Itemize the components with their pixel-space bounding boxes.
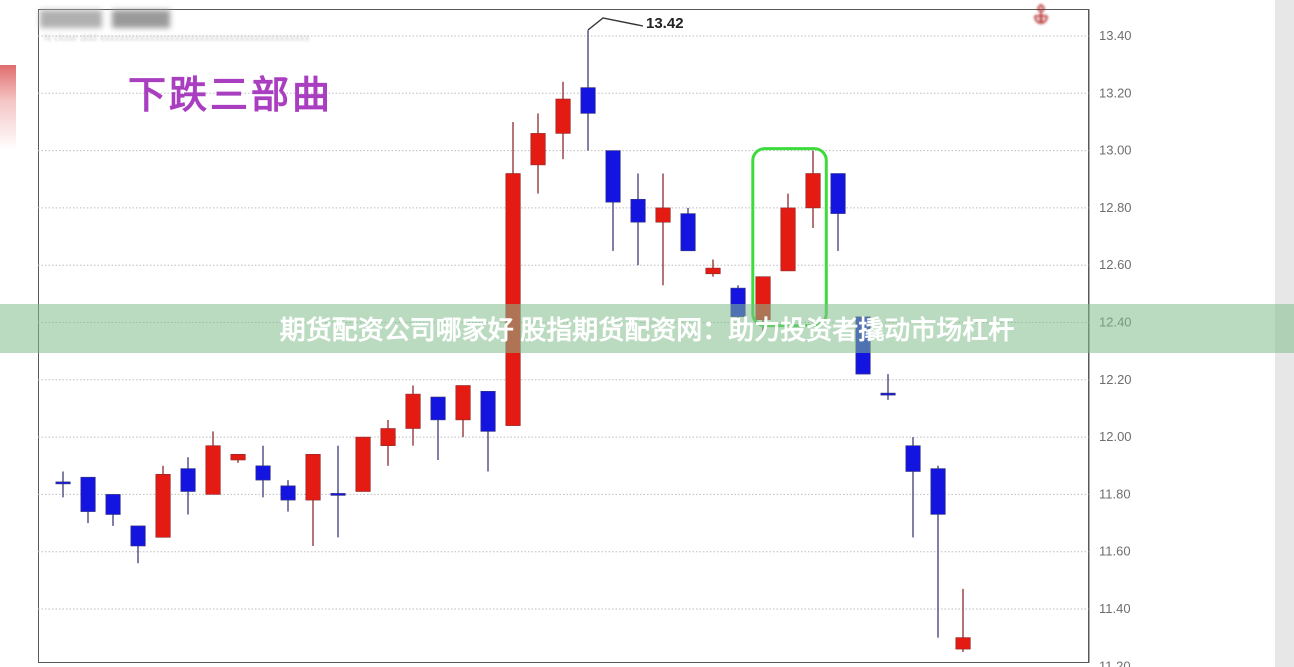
svg-text:11.80: 11.80 — [1099, 486, 1131, 501]
svg-text:11.60: 11.60 — [1099, 544, 1131, 559]
svg-text:12.80: 12.80 — [1099, 200, 1132, 215]
svg-text:11.20: 11.20 — [1099, 658, 1131, 667]
svg-text:11.40: 11.40 — [1099, 601, 1131, 616]
svg-text:13.00: 13.00 — [1099, 143, 1132, 158]
svg-text:12.60: 12.60 — [1099, 257, 1132, 272]
svg-text:13.40: 13.40 — [1099, 28, 1132, 43]
svg-text:12.20: 12.20 — [1099, 372, 1132, 387]
svg-text:12.00: 12.00 — [1099, 429, 1132, 444]
svg-text:13.20: 13.20 — [1099, 85, 1132, 100]
